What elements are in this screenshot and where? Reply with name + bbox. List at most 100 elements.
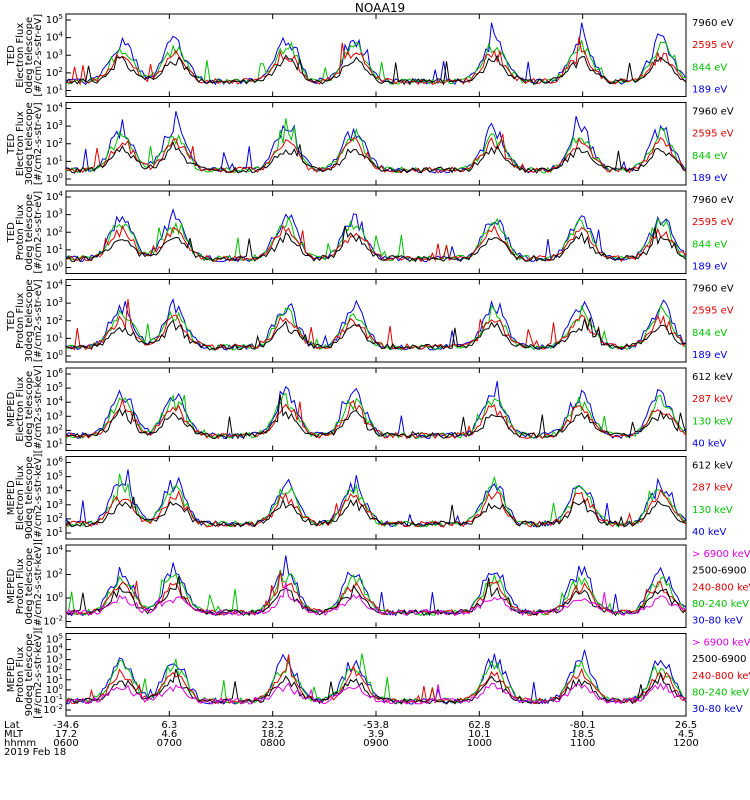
legend-entry: 130 keV [692,505,733,516]
y-tick-label: 105 [46,381,63,394]
y-tick-label: 104 [46,31,64,44]
footer-value: 10.1 [468,729,490,740]
legend-entry: 7960 eV [692,107,734,118]
y-tick-label: 103 [46,48,63,61]
footer-value: 4.6 [161,729,177,740]
legend-entry: 40 keV [692,439,726,450]
y-tick-label: 104 [46,484,64,497]
legend-entry: 2500-6900 [692,566,747,577]
y-axis-label-line: 30deg telescope [24,102,35,185]
y-axis-label-line: [#/cm2-s-str-keV] [33,454,44,542]
y-axis-label-line: MEPED [6,391,17,426]
legend-entry: 844 eV [692,151,727,162]
series-trace [65,216,687,263]
legend-entry: 30-80 keV [692,704,743,715]
y-axis-label-line: [#/cm2-s-str-eV] [33,279,44,362]
series-trace [65,576,687,617]
series-trace [65,37,687,86]
y-axis-label-line: Electron Flux [15,377,26,442]
legend-entry: 189 eV [692,173,727,184]
y-tick-label: 103 [46,208,63,221]
legend-entry: 189 eV [692,262,727,273]
y-axis-label-line: TED [6,222,17,243]
y-tick-label: 102 [46,512,63,525]
footer-value: 23.2 [262,720,284,731]
legend-entry: > 6900 keV [692,549,750,560]
y-tick-label: 105 [46,633,63,646]
legend-entry: 7960 eV [692,284,734,295]
y-axis-label-line: Electron Flux [15,23,26,88]
y-tick-label: 102 [46,314,63,327]
y-tick-label: 102 [46,66,63,79]
legend-entry: 844 eV [692,239,727,250]
y-tick-label: 10-2 [43,703,63,716]
y-tick-label: 101 [46,243,63,256]
y-tick-label: 102 [46,568,63,581]
y-axis-label-line: MEPED [6,480,17,515]
y-tick-label: 100 [46,683,63,696]
series-trace [65,668,687,705]
y-axis-label-line: Proton Flux [15,647,26,703]
series-trace [65,654,687,705]
legend-entry: 2595 eV [692,306,734,317]
y-tick-label: 101 [46,673,63,686]
y-tick-label: 104 [46,190,64,203]
y-axis-label-line: Proton Flux [15,558,26,614]
y-axis-label-line: 0deg telescope [24,194,35,271]
y-axis-label-line: Electron Flux [15,465,26,530]
series-trace [65,304,687,351]
series-trace [65,381,687,440]
y-axis-label-line: [#/cm2-s-str-eV] [33,191,44,274]
legend-entry: 7960 eV [692,195,734,206]
series-trace [65,649,687,705]
series-trace [65,571,687,617]
footer-value: 18.2 [262,729,284,740]
footer-value: 0600 [53,738,78,749]
footer-value: 17.2 [55,729,77,740]
legend-entry: 130 keV [692,416,733,427]
y-tick-label: 103 [46,498,63,511]
footer-row-label: hhmm [4,738,36,749]
legend-entry: 189 eV [692,350,727,361]
footer-value: 62.8 [468,720,490,731]
y-tick-label: 102 [46,423,63,436]
y-tick-label: 100 [46,349,63,362]
legend-entry: 612 keV [692,372,733,383]
footer-value: 4.5 [678,729,694,740]
y-tick-label: 104 [46,102,64,115]
y-axis-label-line: [#/cm2-s-str-keV] [33,542,44,630]
y-axis-label-line: [#/cm2-s-str-eV] [33,102,44,185]
y-tick-label: 101 [46,84,63,97]
y-tick-label: 104 [46,395,64,408]
footer-value: 1100 [570,738,595,749]
y-tick-label: 102 [46,663,63,676]
y-tick-label: 101 [46,526,63,539]
footer-value: 1000 [467,738,492,749]
series-trace [65,133,687,174]
series-trace [65,397,687,440]
series-trace [65,22,687,86]
footer-value: 0900 [363,738,388,749]
y-tick-label: 104 [46,279,64,292]
legend-entry: 612 keV [692,461,733,472]
series-trace [65,653,687,705]
y-axis-label-line: 30deg telescope [24,279,35,362]
legend-entry: 2500-6900 [692,654,747,665]
legend-entry: 40 keV [692,527,726,538]
footer-row-label: MLT [4,729,24,740]
y-axis-label-line: [#/cm2-s-str-keV] [33,365,44,453]
y-tick-label: 106 [46,456,64,469]
y-axis-label-line: [#/cm2-s-str-keV] [33,631,44,719]
y-tick-label: 100 [46,591,63,604]
y-axis-label-line: 0deg telescope [24,17,35,94]
footer-value: 18.5 [572,729,594,740]
y-axis-label-line: MEPED [6,657,17,692]
y-tick-label: 105 [46,470,63,483]
legend-entry: 844 eV [692,328,727,339]
legend-entry: 240-800 keV [692,671,750,682]
y-axis-label-line: 0deg telescope [24,371,35,448]
